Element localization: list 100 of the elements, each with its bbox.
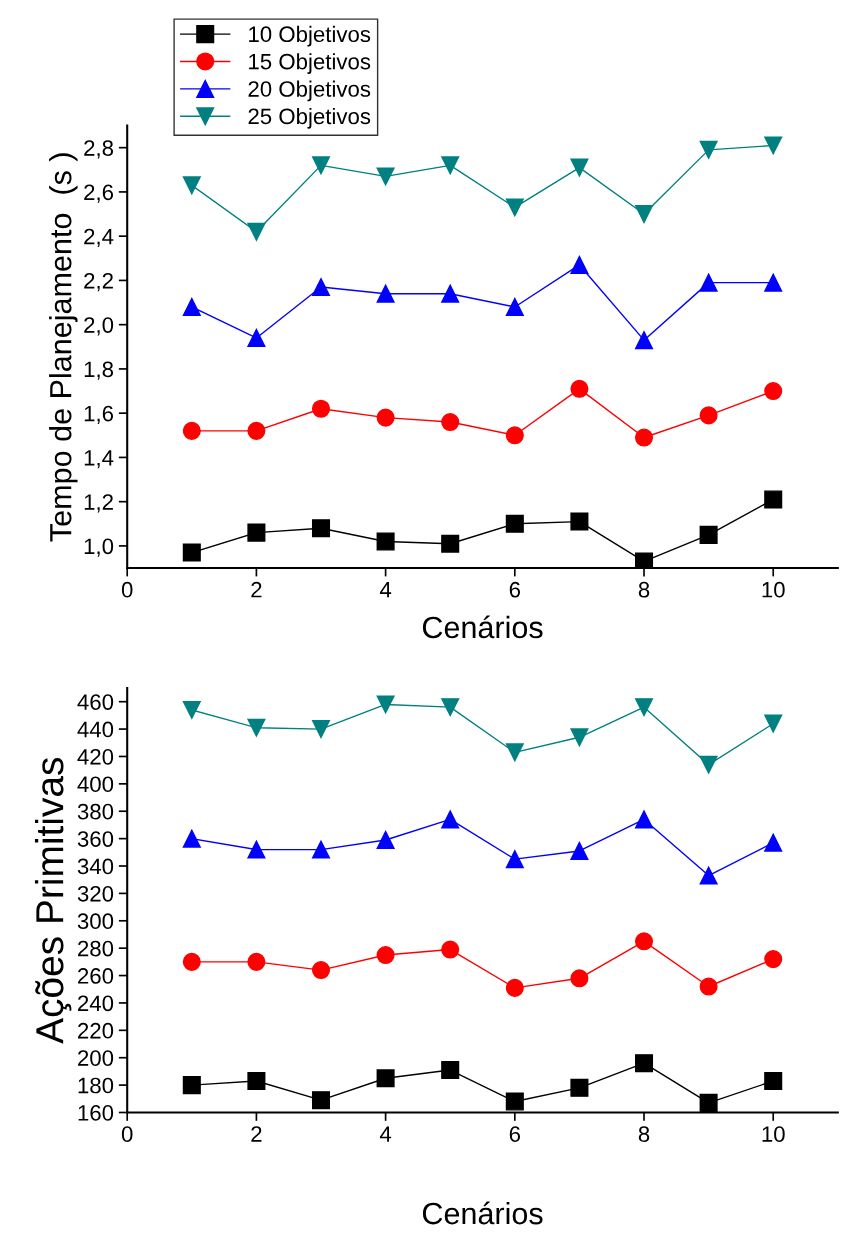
point	[570, 158, 589, 177]
y-tick-label: 240	[78, 995, 114, 1012]
point	[634, 698, 654, 717]
x-tick-label: 6	[509, 581, 521, 598]
point	[247, 523, 266, 542]
x-axis-title: Cenários	[422, 615, 543, 639]
y-tick-label: 2,8	[84, 140, 114, 159]
point	[311, 961, 331, 980]
legend-label: 20 Objetivos	[248, 80, 371, 102]
point	[182, 176, 201, 195]
point	[247, 421, 266, 440]
y-tick-label: 2,0	[84, 317, 114, 336]
point	[247, 718, 266, 737]
y-tick-label: 320	[77, 885, 114, 902]
point	[699, 866, 718, 885]
point	[182, 1076, 201, 1095]
y-tick-label: 1,2	[84, 494, 113, 513]
point	[505, 426, 524, 445]
y-tick-label: 1,8	[84, 361, 114, 380]
point	[247, 1071, 266, 1091]
y-tick-label: 1,6	[84, 405, 114, 425]
y-tick-label: 160	[78, 1105, 114, 1121]
point	[441, 156, 460, 175]
point	[634, 932, 654, 951]
x-axis-title: Cenários	[422, 1201, 543, 1225]
point	[699, 1093, 718, 1112]
point	[570, 841, 589, 860]
point	[505, 743, 524, 762]
point	[570, 512, 589, 531]
point	[764, 382, 783, 401]
point	[441, 412, 460, 432]
point	[699, 755, 718, 774]
y-axis-title: Tempo de Planejamento (s )	[49, 153, 78, 542]
x-tick-label: 8	[638, 1126, 650, 1142]
y-tick-label: 340	[77, 858, 114, 875]
point	[505, 514, 524, 533]
point	[182, 952, 201, 971]
x-tick-label: 6	[509, 1126, 521, 1142]
point	[699, 406, 718, 425]
point	[376, 532, 395, 551]
point	[699, 273, 718, 292]
point	[182, 543, 201, 562]
y-tick-label: 440	[77, 721, 114, 738]
y-tick-label: 2,6	[84, 184, 114, 203]
y-tick-label: 300	[77, 913, 114, 930]
point	[764, 833, 783, 852]
y-tick-label: 1,0	[84, 538, 114, 557]
y-tick-label: 280	[78, 940, 114, 957]
x-tick-label: 0	[121, 1126, 133, 1142]
point	[634, 331, 654, 350]
point	[505, 297, 524, 316]
y-axis-title: Ações Primitivas	[34, 757, 72, 1044]
point	[505, 978, 524, 997]
point	[311, 720, 331, 739]
x-tick-label: 2	[251, 1126, 262, 1142]
point	[247, 840, 266, 859]
point	[247, 952, 266, 971]
point	[376, 167, 395, 186]
point	[182, 829, 201, 848]
point	[182, 421, 201, 440]
point	[311, 156, 331, 175]
point	[634, 810, 654, 829]
point	[570, 969, 589, 988]
point	[311, 840, 331, 859]
x-tick-label: 4	[379, 582, 392, 598]
y-tick-label: 380	[77, 803, 114, 820]
point	[505, 1092, 524, 1111]
x-tick-label: 2	[251, 581, 262, 598]
point	[441, 940, 460, 959]
point	[634, 552, 654, 569]
point	[505, 198, 524, 217]
point	[376, 945, 395, 965]
point	[699, 140, 718, 159]
x-tick-label: 0	[121, 581, 133, 598]
point	[570, 728, 589, 747]
legend-label: 15 Objetivos	[249, 53, 371, 74]
point	[311, 519, 331, 538]
y-tick-label: 2,2	[84, 272, 113, 292]
point	[441, 284, 460, 303]
y-tick-label: 260	[78, 968, 114, 984]
point	[764, 950, 783, 969]
y-tick-label: 1,4	[84, 450, 114, 469]
legend-label: 10 Objetivos	[249, 25, 371, 47]
point	[247, 222, 266, 241]
point	[634, 205, 654, 224]
point	[634, 428, 654, 447]
y-tick-label: 420	[77, 749, 114, 765]
y-tick-label: 400	[77, 776, 114, 793]
y-tick-label: 220	[78, 1022, 114, 1039]
point	[570, 1078, 589, 1097]
point	[311, 278, 331, 297]
point	[699, 977, 718, 996]
point	[699, 525, 718, 544]
y-tick-label: 180	[78, 1077, 114, 1094]
y-tick-label: 360	[77, 831, 114, 847]
point	[764, 490, 783, 509]
legend-label: 25 Objetivos	[248, 107, 371, 129]
x-tick-label: 8	[638, 581, 650, 598]
point	[441, 810, 460, 829]
point	[311, 1091, 331, 1110]
